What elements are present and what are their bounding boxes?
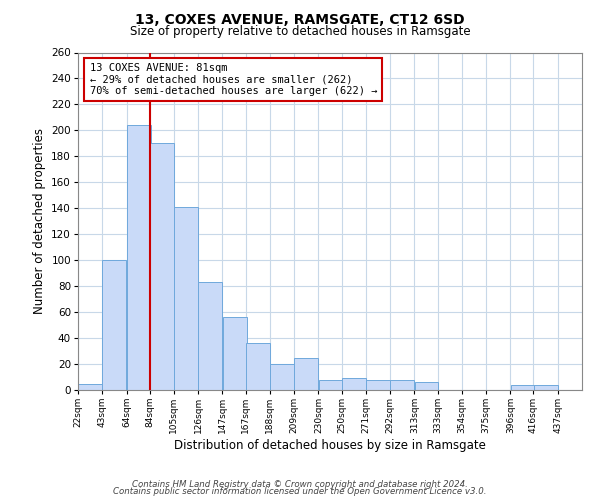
Bar: [103, 260, 127, 390]
Bar: [342, 378, 365, 390]
Text: 13 COXES AVENUE: 81sqm
← 29% of detached houses are smaller (262)
70% of semi-de: 13 COXES AVENUE: 81sqm ← 29% of detached…: [89, 63, 377, 96]
Bar: [366, 380, 390, 390]
Bar: [246, 344, 270, 390]
Text: 13, COXES AVENUE, RAMSGATE, CT12 6SD: 13, COXES AVENUE, RAMSGATE, CT12 6SD: [135, 12, 465, 26]
Bar: [295, 358, 318, 390]
Bar: [174, 207, 198, 390]
Bar: [270, 364, 294, 390]
Bar: [390, 380, 414, 390]
Bar: [199, 282, 223, 390]
Bar: [223, 318, 247, 390]
Bar: [511, 385, 535, 390]
Bar: [127, 125, 151, 390]
Y-axis label: Number of detached properties: Number of detached properties: [33, 128, 46, 314]
X-axis label: Distribution of detached houses by size in Ramsgate: Distribution of detached houses by size …: [174, 439, 486, 452]
Bar: [150, 144, 174, 390]
Bar: [319, 380, 343, 390]
Bar: [533, 385, 557, 390]
Bar: [415, 382, 439, 390]
Text: Contains public sector information licensed under the Open Government Licence v3: Contains public sector information licen…: [113, 487, 487, 496]
Text: Size of property relative to detached houses in Ramsgate: Size of property relative to detached ho…: [130, 25, 470, 38]
Text: Contains HM Land Registry data © Crown copyright and database right 2024.: Contains HM Land Registry data © Crown c…: [132, 480, 468, 489]
Bar: [78, 384, 102, 390]
